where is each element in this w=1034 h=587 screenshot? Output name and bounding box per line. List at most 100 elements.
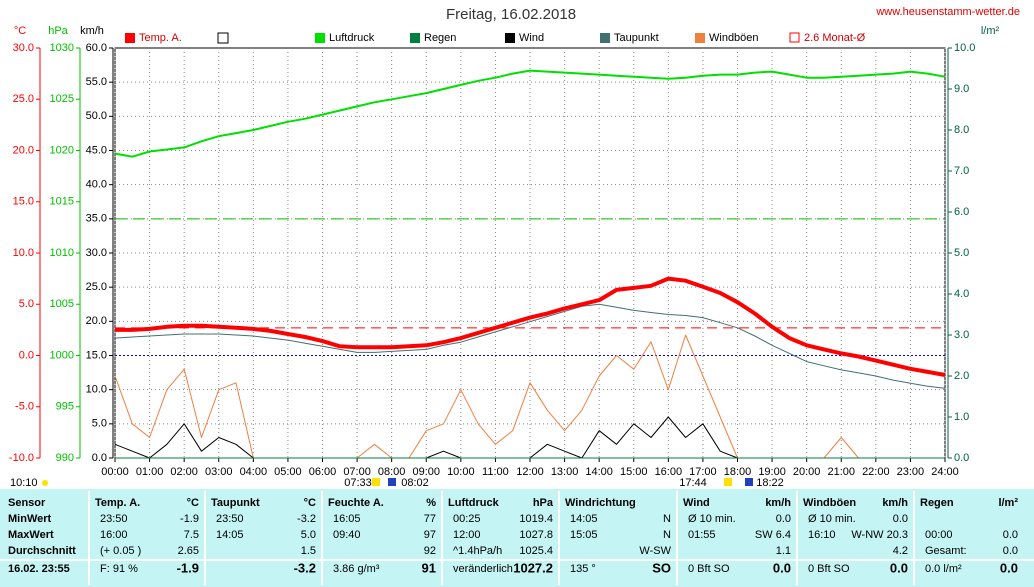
y-tick-label: 9.0 [954,83,969,95]
x-tick-label: 14:00 [585,466,613,478]
legend-swatch [695,33,705,43]
table-cell: 23:50 [216,513,244,525]
x-tick-label: 21:00 [827,466,855,478]
table-cell: ^1.4hPa/h [453,545,502,557]
table-value: 0.0 [1000,560,1018,575]
moon-time: 10:10 [10,477,38,489]
series-line [114,303,946,389]
table-unit: °C [187,497,199,509]
table-cell: 16:05 [333,513,361,525]
table-unit: hPa [533,497,554,509]
legend-swatch [789,32,800,43]
y-tick-label: 1030 [50,42,74,54]
table-value: W-SW [639,545,671,557]
table-value: 77 [424,513,436,525]
y-tick-label: 15.0 [13,196,34,208]
table-header: Temp. A. [95,497,140,509]
legend-swatch [410,33,420,43]
table-value: 7.5 [184,529,199,541]
x-tick-label: 23:00 [897,466,925,478]
table-cell: 23:50 [100,513,128,525]
sun-icon [724,478,732,486]
table-background [0,489,1034,587]
y-tick-label: 0.0 [19,349,34,361]
table-value: N [663,529,671,541]
x-tick-label: 22:00 [862,466,890,478]
x-tick-label: 05:00 [274,466,302,478]
table-value: -1.9 [177,560,199,575]
axis-unit: l/m² [981,25,1000,37]
axis-unit: hPa [48,25,68,37]
table-value: 0.0 [893,513,908,525]
x-tick-label: 08:00 [378,466,406,478]
sun-icon [745,478,753,486]
x-tick-label: 18:00 [724,466,752,478]
table-unit: km/h [882,497,908,509]
y-tick-label: 1.0 [954,411,969,423]
y-tick-label: -10.0 [9,452,34,464]
y-tick-label: 1025 [50,93,74,105]
y-tick-label: 1000 [50,349,74,361]
x-tick-label: 20:00 [793,466,821,478]
y-tick-label: 30.0 [13,42,34,54]
y-tick-label: 10.0 [86,384,107,396]
table-value: 0.0 [776,513,791,525]
table-value: N [663,513,671,525]
table-cell: 16:10 [808,529,836,541]
y-tick-label: 0.0 [92,452,107,464]
y-tick-label: 60.0 [86,42,107,54]
table-cell: 00:25 [453,513,481,525]
source-link[interactable]: www.heusenstamm-wetter.de [875,6,1020,18]
table-cell: 0.0 l/m² [925,563,962,575]
y-tick-label: 7.0 [954,165,969,177]
x-tick-label: 15:00 [620,466,648,478]
chart-title: Freitag, 16.02.2018 [446,6,576,23]
axis-unit: km/h [80,25,104,37]
y-tick-label: 3.0 [954,329,969,341]
table-row-label: Durchschnitt [8,545,76,557]
x-tick-label: 06:00 [309,466,337,478]
table-value: -3.2 [294,560,316,575]
table-header: Feuchte A. [328,497,384,509]
table-value: 1.1 [776,545,791,557]
legend-empty-box [217,32,229,44]
y-tick-label: 5.0 [92,418,107,430]
y-tick-label: -5.0 [15,401,34,413]
table-value: 5.0 [301,529,316,541]
y-tick-label: 20.0 [86,315,107,327]
table-value: -3.2 [297,513,316,525]
table-row-label: Sensor [8,497,46,509]
table-value: 1.5 [301,545,316,557]
legend-swatch [125,33,135,43]
table-value: 2.65 [178,545,199,557]
table-header: Wind [683,497,710,509]
sun-icon [372,478,380,486]
y-tick-label: 1020 [50,144,74,156]
table-value: 0.0 [1003,545,1018,557]
x-tick-label: 04:00 [240,466,268,478]
table-cell: 0 Bft SO [688,563,730,575]
y-tick-label: 1015 [50,196,74,208]
table-value: 4.2 [893,545,908,557]
table-value: 92 [424,545,436,557]
legend-label: Temp. A. [139,32,182,44]
y-tick-label: 20.0 [13,144,34,156]
table-unit: l/m² [998,497,1018,509]
y-tick-label: 35.0 [86,213,107,225]
table-unit: % [426,497,436,509]
sun-time: 08:02 [401,477,429,489]
legend-label: Taupunkt [614,32,659,44]
x-tick-label: 01:00 [136,466,164,478]
series-line [114,69,946,158]
table-row-label: MaxWert [8,529,54,541]
sun-time: 18:22 [756,477,784,489]
y-tick-label: 45.0 [86,144,107,156]
x-tick-label: 09:00 [412,466,440,478]
table-cell: 00:00 [925,529,953,541]
table-cell: 12:00 [453,529,481,541]
y-tick-label: 990 [56,452,74,464]
table-value: 97 [424,529,436,541]
legend-label: Regen [424,32,456,44]
table-header: Windrichtung [565,497,636,509]
